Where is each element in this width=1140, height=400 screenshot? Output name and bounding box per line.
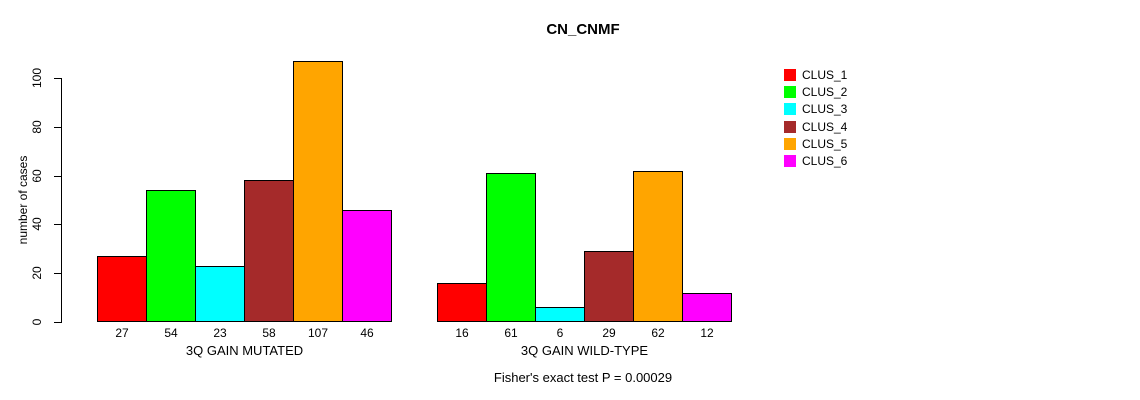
bar-value-label: 58 (262, 326, 276, 340)
bar-clus_1-group2 (437, 282, 487, 322)
bar-clus_6-group1 (342, 209, 392, 322)
bar-value-label: 16 (455, 326, 469, 340)
y-tick-label: 60 (30, 168, 44, 183)
legend-swatch-icon (784, 120, 796, 133)
y-tick-mark (54, 126, 61, 128)
legend-item-clus_5: CLUS_5 (784, 135, 847, 152)
legend-item-clus_3: CLUS_3 (784, 101, 847, 118)
bar-value-label: 107 (307, 326, 329, 340)
bar-value-label: 29 (602, 326, 616, 340)
y-tick-mark (54, 224, 61, 226)
legend-label: CLUS_1 (802, 67, 848, 82)
y-tick-mark (54, 273, 61, 275)
bar-value-label: 61 (504, 326, 518, 340)
legend-item-clus_2: CLUS_2 (784, 83, 847, 100)
y-tick-mark (54, 175, 61, 177)
bar-clus_2-group1 (146, 190, 196, 322)
bar-value-label: 27 (115, 326, 129, 340)
group-label: 3Q GAIN WILD-TYPE (520, 343, 649, 358)
bar-value-label: 46 (360, 326, 374, 340)
legend-label: CLUS_2 (802, 84, 848, 99)
legend-label: CLUS_6 (802, 154, 848, 169)
legend-label: CLUS_5 (802, 136, 848, 151)
y-axis-line (61, 78, 62, 323)
legend-item-clus_1: CLUS_1 (784, 66, 847, 83)
bar-clus_2-group2 (486, 173, 536, 322)
bar-value-label: 54 (164, 326, 178, 340)
bar-clus_6-group2 (682, 292, 732, 322)
bar-value-label: 12 (700, 326, 714, 340)
y-tick-label: 80 (30, 120, 44, 134)
legend-label: CLUS_3 (802, 102, 848, 117)
legend: CLUS_1 CLUS_2 CLUS_3 CLUS_4 CLUS_5 CLUS_6 (784, 66, 847, 170)
bar-clus_5-group1 (293, 60, 343, 322)
legend-swatch-icon (784, 137, 796, 150)
chart-title: CN_CNMF (546, 21, 620, 38)
bar-value-label: 23 (213, 326, 227, 340)
y-axis-label: number of cases (16, 155, 30, 245)
bar-value-label: 6 (556, 326, 564, 340)
bar-clus_5-group2 (633, 170, 683, 322)
legend-swatch-icon (784, 103, 796, 116)
bar-value-label: 62 (651, 326, 665, 340)
legend-swatch-icon (784, 68, 796, 81)
y-tick-mark (54, 322, 61, 323)
bar-clus_3-group1 (195, 265, 245, 322)
legend-item-clus_4: CLUS_4 (784, 118, 847, 135)
legend-swatch-icon (784, 85, 796, 98)
bar-clus_1-group1 (97, 256, 147, 322)
bar-clus_4-group1 (244, 180, 294, 322)
legend-swatch-icon (784, 155, 796, 168)
fisher-test-note: Fisher's exact test P = 0.00029 (493, 370, 673, 385)
y-tick-label: 40 (30, 217, 44, 232)
y-tick-label: 20 (30, 266, 44, 280)
y-tick-label: 100 (30, 67, 44, 89)
bar-clus_4-group2 (584, 251, 634, 322)
legend-item-clus_6: CLUS_6 (784, 152, 847, 169)
group-label: 3Q GAIN MUTATED (185, 343, 304, 358)
bar-clus_3-group2 (535, 307, 585, 322)
legend-label: CLUS_4 (802, 119, 848, 134)
y-tick-label: 0 (30, 318, 44, 326)
y-tick-mark (54, 78, 61, 79)
